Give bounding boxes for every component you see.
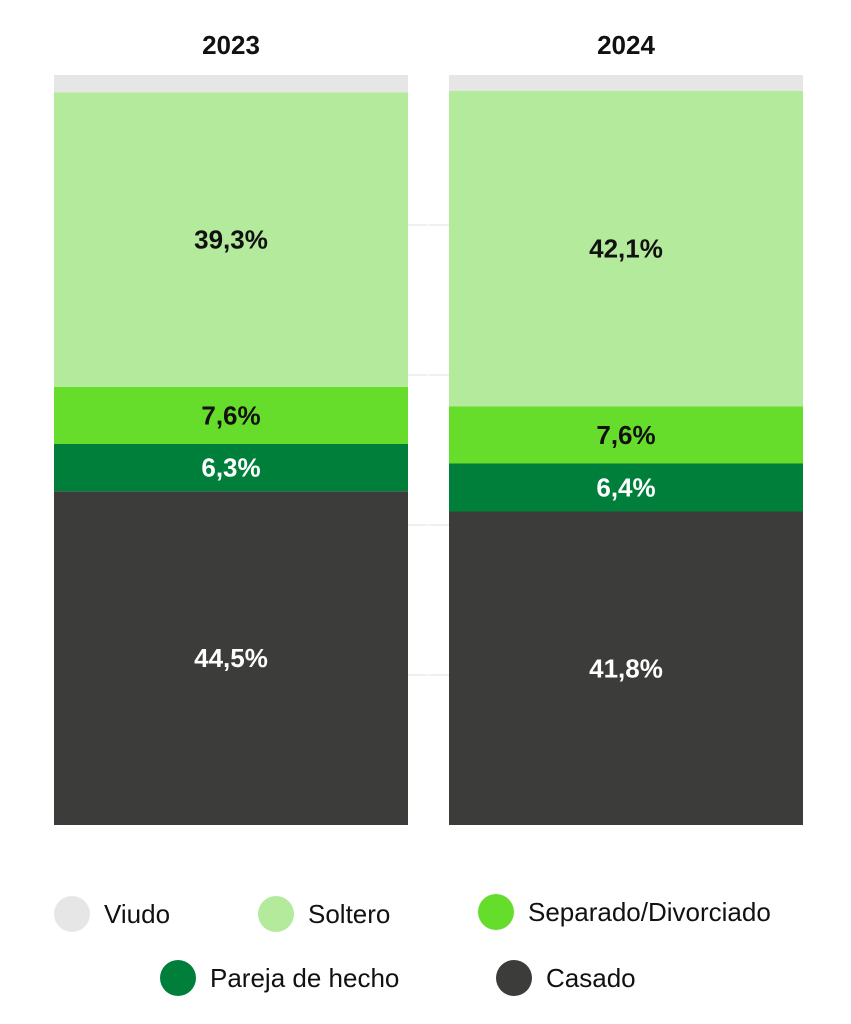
legend-label-pareja-de-hecho: Pareja de hecho	[210, 962, 400, 993]
data-label-soltero-2023: 39,3%	[194, 225, 268, 255]
bar-segment-soltero-2023	[54, 92, 408, 387]
legend-item-separado-divorciado: Separado/Divorciado	[478, 894, 771, 930]
legend-label-soltero: Soltero	[308, 898, 391, 929]
legend-label-casado: Casado	[546, 962, 636, 993]
data-label-casado-2023: 44,5%	[194, 643, 268, 673]
category-label-2023: 2023	[202, 30, 260, 60]
center-divider	[408, 75, 449, 825]
legend-swatch-separado-divorciado	[478, 894, 514, 930]
stacked-bar-chart: 2023 44,5% 6,3% 7,6% 39,3% 2024 41,8% 6,4% 7,6% 4…	[54, 30, 803, 825]
legend-item-soltero: Soltero	[258, 896, 390, 932]
bar-segment-viudo-2023	[54, 75, 408, 93]
bar-segment-pareja-de-hecho-2024	[449, 463, 803, 512]
bar-segment-viudo-2024	[449, 75, 803, 91]
legend-swatch-casado	[496, 960, 532, 996]
bar-segment-casado-2024	[449, 511, 803, 825]
bar-segment-casado-2023	[54, 491, 408, 825]
legend-swatch-viudo	[54, 896, 90, 932]
data-label-casado-2024: 41,8%	[589, 653, 663, 683]
bar-segment-separado-divorciado-2024	[449, 406, 803, 464]
bar-segment-separado-divorciado-2023	[54, 387, 408, 444]
legend-label-separado-divorciado: Separado/Divorciado	[528, 896, 771, 927]
bar-segment-pareja-de-hecho-2023	[54, 444, 408, 492]
data-label-separado-divorciado-2024: 7,6%	[596, 420, 655, 450]
legend-swatch-pareja-de-hecho	[160, 960, 196, 996]
legend-item-viudo: Viudo	[54, 896, 170, 932]
legend: Viudo Soltero Separado/Divorciado Pareja…	[0, 880, 851, 1010]
data-label-pareja-de-hecho-2023: 6,3%	[201, 453, 260, 483]
bar-segment-soltero-2024	[449, 90, 803, 407]
data-label-separado-divorciado-2023: 7,6%	[201, 401, 260, 431]
legend-label-viudo: Viudo	[104, 898, 171, 929]
data-label-soltero-2024: 42,1%	[589, 234, 663, 264]
category-label-2024: 2024	[597, 30, 655, 60]
legend-item-casado: Casado	[496, 960, 636, 996]
bars-layer	[54, 75, 803, 825]
legend-swatch-soltero	[258, 896, 294, 932]
data-label-pareja-de-hecho-2024: 6,4%	[596, 473, 655, 503]
legend-item-pareja-de-hecho: Pareja de hecho	[160, 960, 399, 996]
labels-layer: 2023 44,5% 6,3% 7,6% 39,3% 2024 41,8% 6,4% 7,6% 4…	[194, 30, 663, 683]
